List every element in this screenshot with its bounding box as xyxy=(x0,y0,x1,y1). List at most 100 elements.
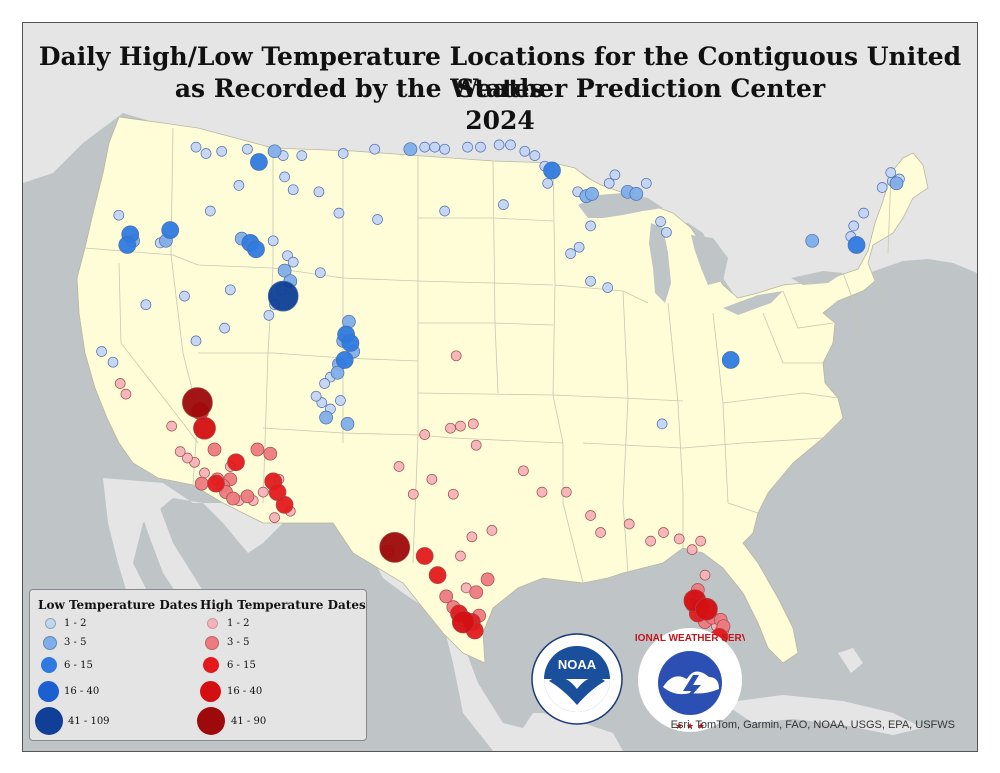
legend-high-label-5: 41 - 90 xyxy=(231,716,267,727)
low-temperature-point xyxy=(279,171,290,183)
high-temperature-point xyxy=(182,387,213,418)
low-temperature-point xyxy=(372,214,383,225)
low-temperature-point xyxy=(204,205,216,217)
lake-huron xyxy=(691,235,728,285)
high-temperature-point xyxy=(695,535,707,547)
low-temperature-point xyxy=(330,365,345,380)
high-temperature-point xyxy=(658,527,669,538)
low-temperature-point xyxy=(585,187,599,201)
low-temperature-point xyxy=(267,144,282,159)
low-temperature-point xyxy=(529,150,541,161)
map-title-line-2: as Recorded by the Weather Prediction Ce… xyxy=(174,74,826,103)
low-temperature-point xyxy=(247,240,265,259)
map-canvas xyxy=(23,23,977,751)
high-temperature-point xyxy=(469,585,484,600)
legend-high-dot-1 xyxy=(207,618,218,629)
high-temperature-point xyxy=(470,439,482,451)
low-temperature-point xyxy=(403,142,418,157)
high-temperature-points xyxy=(114,350,731,670)
map-frame: Daily High/Low Temperature Locations for… xyxy=(22,22,978,752)
legend-high-label-3: 6 - 15 xyxy=(227,660,256,671)
high-temperature-point xyxy=(415,547,434,565)
low-temperature-point xyxy=(573,241,585,253)
high-temperature-point xyxy=(623,518,635,530)
low-temperature-point xyxy=(296,150,308,161)
low-temperature-point xyxy=(140,299,152,311)
low-temperature-point xyxy=(219,322,230,334)
low-temperature-point xyxy=(341,334,360,352)
legend-low-dot-2 xyxy=(43,636,57,650)
noaa-logo: NOAA xyxy=(531,633,623,725)
low-temperature-point xyxy=(876,182,888,193)
low-temperature-point xyxy=(656,418,668,430)
legend-high-heading: High Temperature Dates xyxy=(200,598,366,612)
high-temperature-point xyxy=(467,418,479,430)
low-temperature-point xyxy=(314,267,326,279)
high-temperature-point xyxy=(595,527,606,538)
low-temperature-point xyxy=(263,309,275,321)
high-temperature-point xyxy=(518,465,529,477)
low-temperature-point xyxy=(805,233,820,248)
low-temperature-point xyxy=(602,282,614,293)
low-temperature-point xyxy=(439,143,451,155)
legend-low-label-3: 6 - 15 xyxy=(64,660,93,671)
low-temperature-points xyxy=(96,139,905,431)
low-temperature-point xyxy=(419,141,431,153)
low-temperature-point xyxy=(250,153,268,171)
low-temperature-point xyxy=(340,417,355,431)
legend-low-heading: Low Temperature Dates xyxy=(38,598,198,612)
high-temperature-point xyxy=(450,350,462,362)
high-temperature-point xyxy=(673,533,685,545)
low-temperature-point xyxy=(543,161,561,180)
low-temperature-point xyxy=(585,275,596,287)
low-temperature-point xyxy=(603,177,615,189)
high-temperature-point xyxy=(199,467,210,479)
high-temperature-point xyxy=(466,531,478,543)
high-temperature-point xyxy=(207,474,225,493)
low-temperature-point xyxy=(429,141,441,153)
low-temperature-point xyxy=(333,207,345,219)
low-temperature-point xyxy=(493,139,505,151)
high-temperature-point xyxy=(480,572,495,587)
legend-low-dot-5 xyxy=(35,707,63,735)
map-title-line-3: 2024 xyxy=(465,106,535,135)
legend-high-label-1: 1 - 2 xyxy=(227,618,250,629)
high-temperature-point xyxy=(226,491,240,506)
bahamas-land xyxy=(838,648,863,673)
high-temperature-point xyxy=(585,510,596,521)
low-temperature-point xyxy=(190,335,202,347)
legend-high-label-2: 3 - 5 xyxy=(227,637,250,648)
high-temperature-point xyxy=(426,473,438,485)
low-temperature-point xyxy=(224,284,236,296)
lake-ontario xyxy=(791,271,843,285)
low-temperature-point xyxy=(498,199,509,210)
low-temperature-point xyxy=(885,167,897,178)
high-temperature-point xyxy=(645,535,656,547)
high-temperature-point xyxy=(182,452,193,464)
high-temperature-point xyxy=(263,446,278,461)
high-temperature-point xyxy=(120,388,132,400)
high-temperature-point xyxy=(269,512,280,523)
low-temperature-point xyxy=(337,148,349,159)
nws-logo: NATIONAL WEATHER SERVICE ★ ★ ★ xyxy=(635,628,745,732)
legend-low-dot-4 xyxy=(38,681,59,702)
legend-low-label-1: 1 - 2 xyxy=(64,618,87,629)
low-temperature-point xyxy=(439,205,451,217)
high-temperature-point xyxy=(428,566,447,584)
low-temperature-point xyxy=(233,180,245,191)
high-temperature-point xyxy=(250,442,265,457)
legend-low-dot-3 xyxy=(41,657,57,673)
low-temperature-point xyxy=(118,236,137,254)
low-temperature-point xyxy=(847,236,866,254)
high-temperature-point xyxy=(193,416,216,440)
high-temperature-point xyxy=(486,525,498,536)
nws-logo-text: NATIONAL WEATHER SERVICE xyxy=(635,633,745,644)
low-temperature-point xyxy=(287,184,299,196)
low-temperature-point xyxy=(310,390,322,402)
low-temperature-point xyxy=(475,141,486,153)
high-temperature-point xyxy=(419,429,431,440)
low-temperature-point xyxy=(277,263,292,278)
low-temperature-point xyxy=(335,351,354,369)
low-temperature-point xyxy=(267,235,279,247)
legend-low-label-5: 41 - 109 xyxy=(68,716,110,727)
